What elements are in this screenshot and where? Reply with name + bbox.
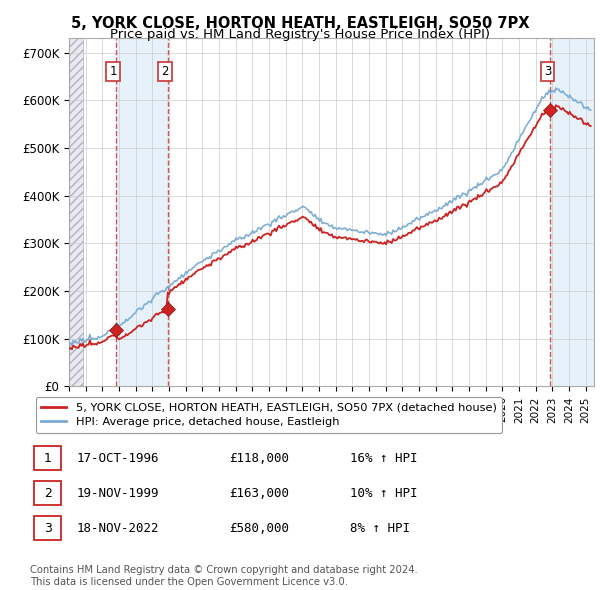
Legend: 5, YORK CLOSE, HORTON HEATH, EASTLEIGH, SO50 7PX (detached house), HPI: Average : 5, YORK CLOSE, HORTON HEATH, EASTLEIGH, … — [35, 397, 502, 433]
Text: 10% ↑ HPI: 10% ↑ HPI — [350, 487, 418, 500]
Bar — [116, 38, 167, 386]
Text: 17-OCT-1996: 17-OCT-1996 — [77, 452, 160, 465]
Bar — [69, 38, 83, 386]
Bar — [69, 38, 83, 386]
Text: Contains HM Land Registry data © Crown copyright and database right 2024.
This d: Contains HM Land Registry data © Crown c… — [30, 565, 418, 587]
Text: 2: 2 — [161, 65, 169, 78]
Text: 18-NOV-2022: 18-NOV-2022 — [77, 522, 160, 535]
Text: 19-NOV-1999: 19-NOV-1999 — [77, 487, 160, 500]
Text: 1: 1 — [109, 65, 117, 78]
Bar — [34, 481, 61, 506]
Text: 8% ↑ HPI: 8% ↑ HPI — [350, 522, 410, 535]
Bar — [34, 516, 61, 540]
Text: 3: 3 — [44, 522, 52, 535]
Text: 3: 3 — [544, 65, 551, 78]
Text: 16% ↑ HPI: 16% ↑ HPI — [350, 452, 418, 465]
Text: 1: 1 — [44, 452, 52, 465]
Text: Price paid vs. HM Land Registry's House Price Index (HPI): Price paid vs. HM Land Registry's House … — [110, 28, 490, 41]
Bar — [550, 38, 594, 386]
Text: 5, YORK CLOSE, HORTON HEATH, EASTLEIGH, SO50 7PX: 5, YORK CLOSE, HORTON HEATH, EASTLEIGH, … — [71, 16, 529, 31]
Text: £580,000: £580,000 — [229, 522, 289, 535]
Bar — [34, 446, 61, 470]
Text: £163,000: £163,000 — [229, 487, 289, 500]
Text: £118,000: £118,000 — [229, 452, 289, 465]
Text: 2: 2 — [44, 487, 52, 500]
